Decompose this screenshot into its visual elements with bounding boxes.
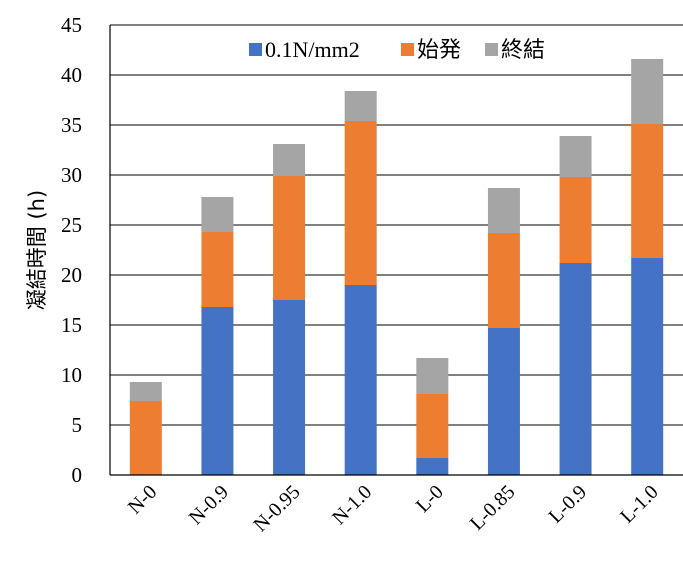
x-tick-label-N-0: N-0	[124, 481, 162, 519]
bar-L-0.85-series-0	[487, 328, 520, 475]
x-tick-label-N-0.9: N-0.9	[185, 481, 233, 529]
bars	[129, 59, 664, 475]
x-tick-label-N-1.0: N-1.0	[328, 481, 376, 529]
bar-L-0.9-series-2	[559, 136, 592, 177]
x-tick-label-L-0.85: L-0.85	[466, 481, 520, 535]
bar-L-1.0-series-1	[631, 124, 664, 258]
x-tick-label-N-0.95: N-0.95	[249, 481, 304, 536]
bar-N-0.9-series-0	[201, 307, 234, 475]
y-tick-label-35: 35	[61, 113, 82, 137]
gridlines	[110, 24, 683, 426]
y-tick-label-5: 5	[72, 413, 83, 437]
x-tick-label-L-1.0: L-1.0	[616, 481, 663, 528]
bar-N-0.9-series-1	[201, 232, 234, 307]
bar-N-1.0-series-1	[344, 121, 377, 285]
x-tick-label-L-0: L-0	[412, 481, 448, 517]
y-tick-label-15: 15	[61, 313, 82, 337]
legend-label-2: 終結	[501, 37, 545, 62]
y-tick-label-45: 45	[61, 13, 82, 37]
legend-swatch-2	[485, 43, 498, 56]
y-tick-label-25: 25	[61, 213, 82, 237]
legend-swatch-1	[401, 43, 414, 56]
bar-L-1.0-series-2	[631, 59, 664, 124]
bar-L-0.9-series-1	[559, 177, 592, 263]
y-tick-label-30: 30	[61, 163, 82, 187]
bar-N-1.0-series-2	[344, 91, 377, 121]
x-tick-label-L-0.9: L-0.9	[545, 481, 592, 528]
bar-N-0.95-series-1	[273, 176, 306, 300]
y-tick-labels: 0 5 10 15 20 25 30 35 40 45	[61, 13, 82, 487]
legend-swatch-0	[249, 43, 262, 56]
y-axis-label: 凝結時間 (h)	[25, 190, 49, 310]
bar-N-0.9-series-2	[201, 197, 234, 232]
bar-L-0-series-1	[416, 394, 449, 458]
bar-L-0.9-series-0	[559, 263, 592, 475]
legend-label-1: 始発	[417, 37, 461, 62]
bar-N-1.0-series-0	[344, 285, 377, 475]
bar-N-0-series-1	[129, 401, 162, 475]
bar-L-0.85-series-1	[487, 233, 520, 328]
legend-label-0: 0.1N/mm2	[265, 37, 360, 62]
bar-N-0.95-series-0	[273, 300, 306, 475]
x-tick-labels: N-0 N-0.9 N-0.95 N-1.0 L-0 L-0.85 L-0.9 L-1.0	[124, 481, 663, 536]
y-tick-label-0: 0	[72, 463, 83, 487]
bar-L-1.0-series-0	[631, 258, 664, 475]
bar-L-0.85-series-2	[487, 188, 520, 233]
bar-N-0.95-series-2	[273, 144, 306, 176]
y-tick-label-10: 10	[61, 363, 82, 387]
bar-L-0-series-0	[416, 458, 449, 475]
y-tick-label-40: 40	[61, 63, 82, 87]
y-tick-label-20: 20	[61, 263, 82, 287]
bar-N-0-series-2	[129, 382, 162, 401]
legend: 0.1N/mm2 始発 終結	[249, 37, 545, 62]
bar-L-0-series-2	[416, 358, 449, 394]
axes	[109, 25, 683, 476]
